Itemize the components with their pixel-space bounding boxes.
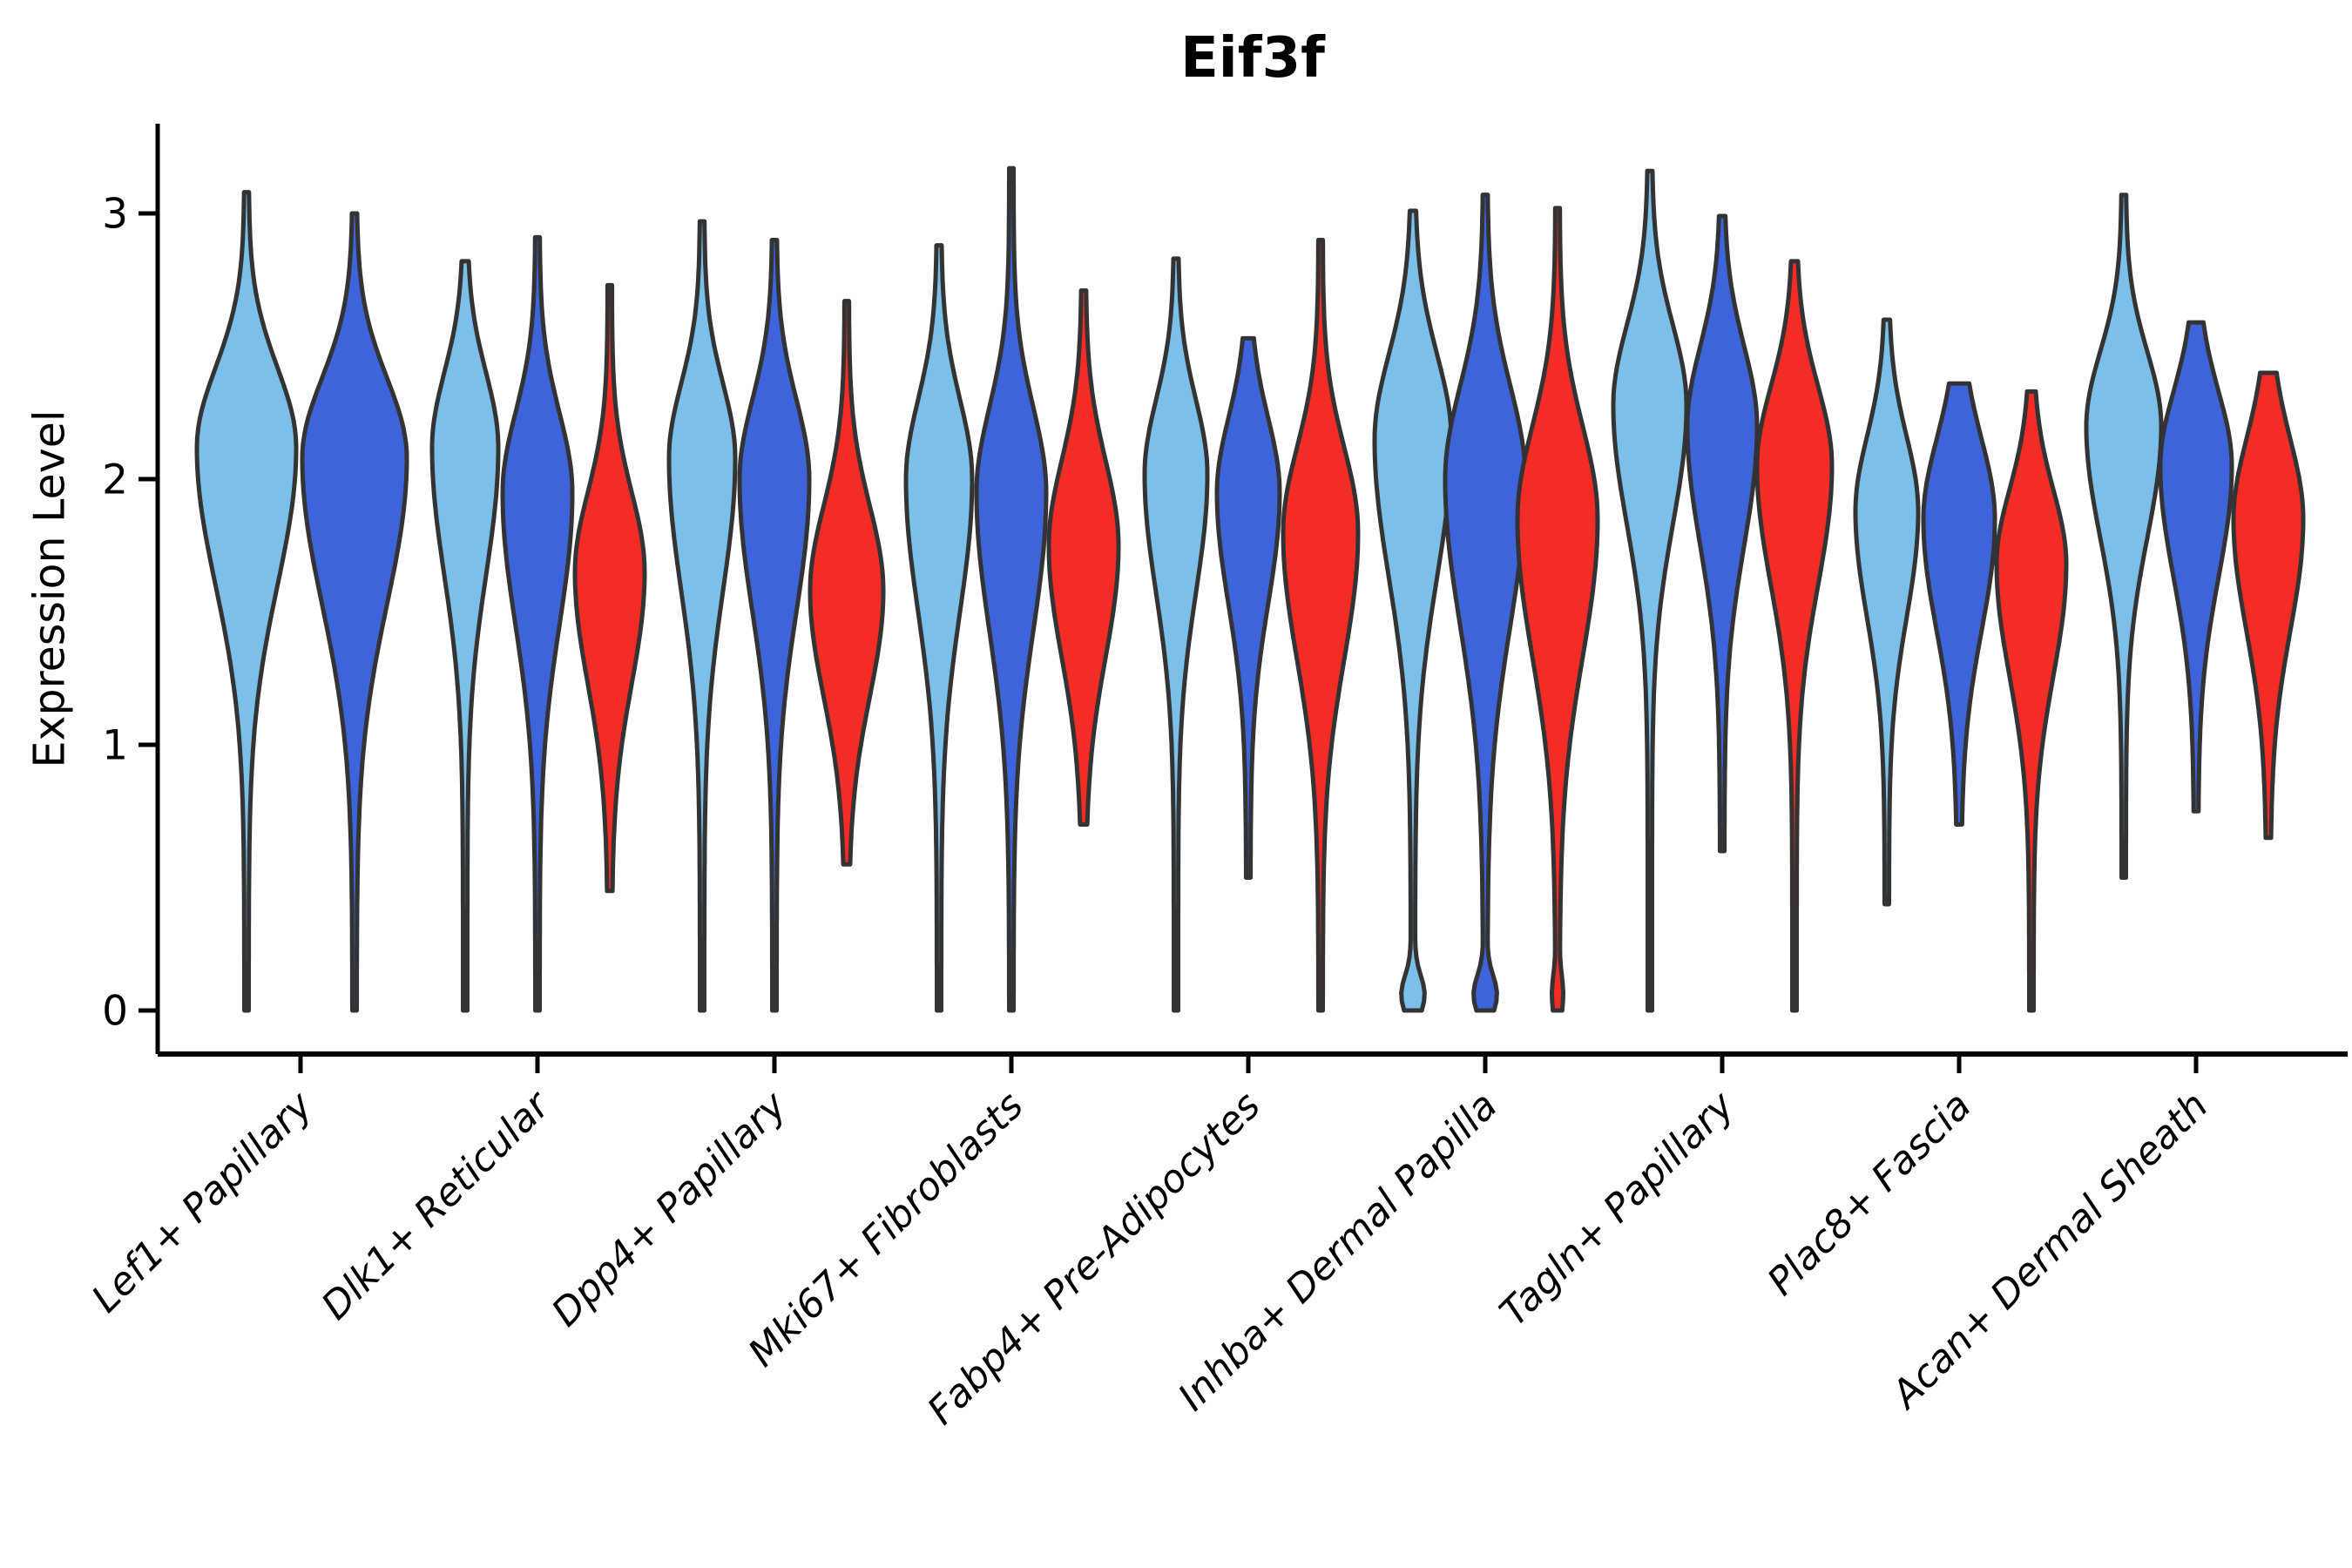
plot-title: Eif3f (1180, 26, 1325, 91)
violin-lef1-papillary-split-a (194, 190, 299, 1013)
violin-mki67-fibroblasts-split-a (903, 243, 975, 1013)
x-tick-label-plac8-fascia: Plac8+ Fascia (1759, 1084, 1979, 1304)
violin-plac8-fascia-split-a (1853, 317, 1921, 907)
violin-dpp4-papillary-split-b (737, 238, 812, 1013)
violin-dlk1-reticular-split-b (500, 234, 575, 1013)
violin-dpp4-papillary-split-a (666, 219, 738, 1013)
violin-dlk1-reticular-split-a (429, 259, 501, 1013)
violin-plac8-fascia-split-b (1921, 381, 1997, 827)
violin-mki67-fibroblasts-split-b (974, 166, 1049, 1013)
y-tick-label: 3 (102, 190, 128, 238)
violin-acan-dermal-sheath-split-a (2084, 193, 2164, 880)
violin-plac8-fascia-split-c (1994, 389, 2069, 1013)
violin-acan-dermal-sheath-split-b (2158, 320, 2234, 814)
violin-fabp4-pre-adipocytes-split-a (1142, 256, 1210, 1013)
violin-mki67-fibroblasts-split-c (1046, 288, 1121, 827)
violin-tagln-papillary-split-c (1754, 259, 1835, 1013)
y-tick-label: 1 (102, 721, 128, 769)
y-tick-label: 0 (102, 987, 128, 1035)
violin-tagln-papillary-split-b (1685, 213, 1760, 854)
violin-fabp4-pre-adipocytes-split-b (1214, 335, 1282, 880)
violin-fabp4-pre-adipocytes-split-c (1281, 238, 1361, 1013)
violin-acan-dermal-sheath-split-c (2231, 370, 2306, 841)
x-tick-label-tagln-papillary: Tagln+ Papillary (1491, 1083, 1743, 1335)
x-tick-label-dpp4-papillary: Dpp4+ Papillary (544, 1083, 796, 1335)
violin-lef1-papillary-split-b (300, 211, 409, 1013)
violin-dpp4-papillary-split-c (808, 299, 886, 867)
violin-inhba-dermal-papilla-split-a (1372, 208, 1454, 1013)
violin-dlk1-reticular-split-c (572, 282, 647, 894)
violin-inhba-dermal-papilla-split-b (1443, 193, 1528, 1013)
y-tick-label: 2 (102, 456, 128, 504)
x-tick-label-dlk1-reticular: Dlk1+ Reticular (313, 1082, 559, 1328)
violin-tagln-papillary-split-a (1611, 168, 1689, 1013)
x-tick-label-lef1-papillary: Lef1+ Papillary (84, 1083, 322, 1321)
violin-inhba-dermal-papilla-split-c (1515, 206, 1600, 1013)
